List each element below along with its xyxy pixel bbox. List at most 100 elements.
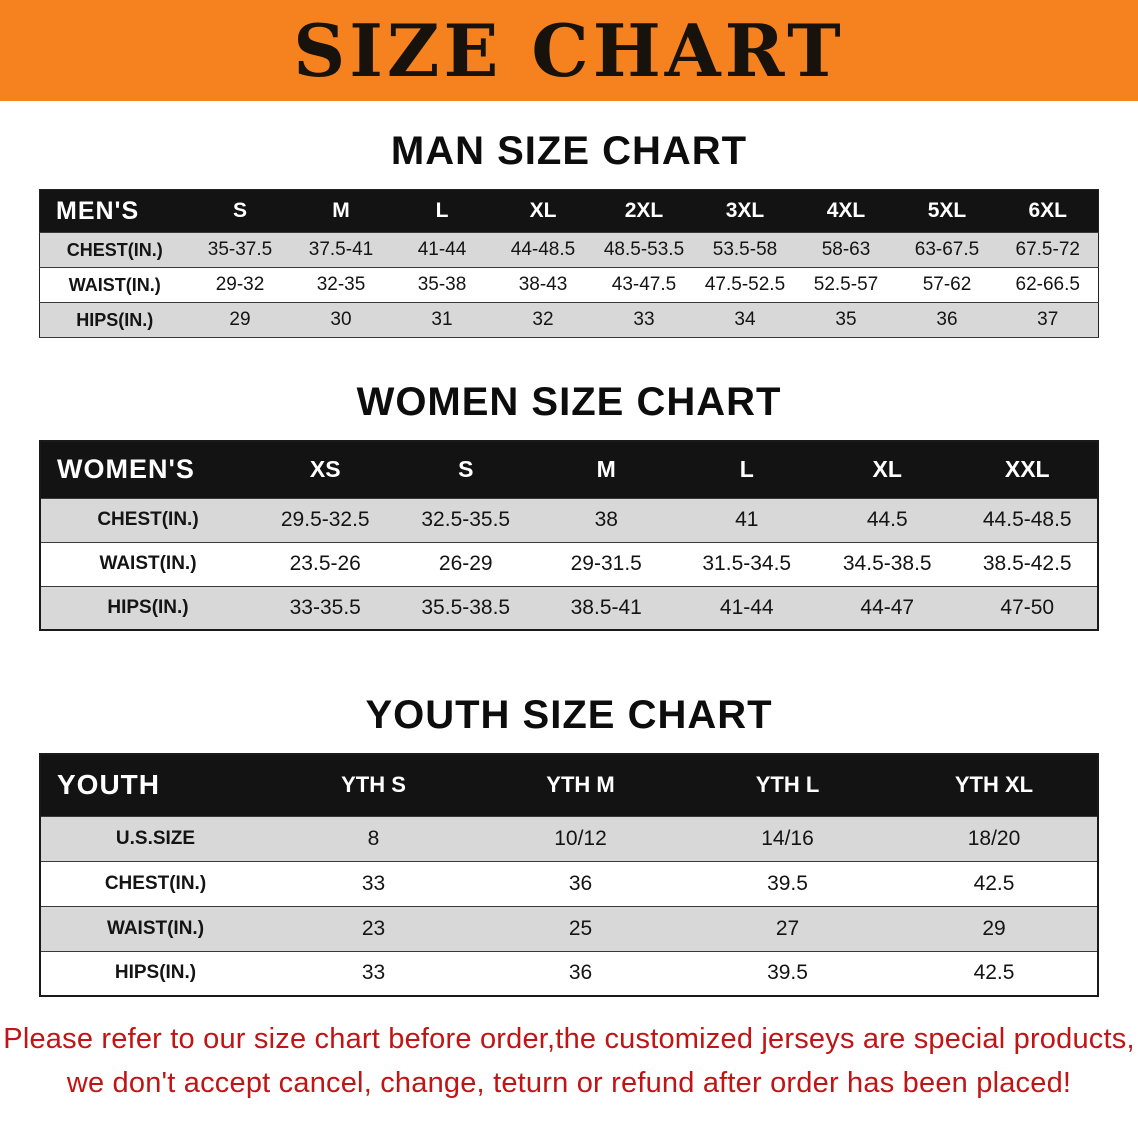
measurement-value-cell: 53.5-58 <box>694 232 796 268</box>
size-column-header: 2XL <box>593 189 695 233</box>
disclaimer-line-2: we don't accept cancel, change, teturn o… <box>66 1067 1072 1099</box>
measurement-value-cell: 38-43 <box>492 267 594 303</box>
measurement-value-cell: 58-63 <box>795 232 897 268</box>
measurement-value-cell: 43-47.5 <box>593 267 695 303</box>
measurement-value-cell: 44.5-48.5 <box>957 498 1098 542</box>
table-row: HIPS(IN.) 33-35.5 35.5-38.5 38.5-41 41-44 44-… <box>40 586 1098 630</box>
measurement-value-cell: 32-35 <box>290 267 392 303</box>
measurement-value-cell: 38.5-42.5 <box>957 542 1098 586</box>
measurement-value-cell: 14/16 <box>684 816 891 861</box>
measurement-value-cell: 31 <box>391 302 493 338</box>
measurement-value-cell: 38 <box>536 498 677 542</box>
measurement-value-cell: 35 <box>795 302 897 338</box>
size-column-header: L <box>676 441 817 498</box>
size-column-header: XXL <box>957 441 1098 498</box>
size-column-header: YTH S <box>270 754 477 816</box>
size-table: MEN'S S M L XL 2XL 3XL 4XL 5XL 6XL CHEST(IN.) 35-37… <box>39 189 1099 338</box>
women-size-chart-heading: WOMEN SIZE CHART <box>356 380 782 424</box>
table-row: CHEST(IN.) 29.5-32.5 32.5-35.5 38 41 44.5 44.5… <box>40 498 1098 542</box>
measurement-value-cell: 41-44 <box>676 586 817 630</box>
youth-size-table: YOUTH YTH S YTH M YTH L YTH XL U.S.SIZE 8 10/12… <box>39 753 1099 997</box>
women-size-chart-section: WOMEN SIZE CHART WOMEN'S XS S M L XL XXL CHEST(… <box>0 378 1138 631</box>
measurement-value-cell: 26-29 <box>395 542 536 586</box>
measurement-value-cell: 34 <box>694 302 796 338</box>
measurement-value-cell: 38.5-41 <box>536 586 677 630</box>
men-size-chart-heading: MAN SIZE CHART <box>390 129 748 173</box>
measurement-value-cell: 42.5 <box>891 861 1098 906</box>
table-group-label: YOUTH <box>40 754 270 816</box>
table-row: WAIST(IN.) 23 25 27 29 <box>40 906 1098 951</box>
measurement-value-cell: 67.5-72 <box>997 232 1099 268</box>
measurement-value-cell: 37 <box>997 302 1099 338</box>
size-column-header: XS <box>255 441 396 498</box>
youth-size-chart-section: YOUTH SIZE CHART YOUTH YTH S YTH M YTH L YTH… <box>0 691 1138 997</box>
measurement-value-cell: 33-35.5 <box>255 586 396 630</box>
measurement-value-cell: 63-67.5 <box>896 232 998 268</box>
disclaimer-line-1: Please refer to our size chart before or… <box>3 1023 1135 1055</box>
measurement-value-cell: 23.5-26 <box>255 542 396 586</box>
measurement-value-cell: 32.5-35.5 <box>395 498 536 542</box>
size-table: WOMEN'S XS S M L XL XXL CHEST(IN.) 29.5-32.5 32.5… <box>39 440 1099 631</box>
table-row: CHEST(IN.) 35-37.5 37.5-41 41-44 44-48.5 48.5… <box>39 232 1099 268</box>
size-column-header: 5XL <box>896 189 998 233</box>
measurement-value-cell: 23 <box>270 906 477 951</box>
table-header-row: MEN'S S M L XL 2XL 3XL 4XL 5XL 6XL <box>39 189 1099 233</box>
measurement-label-cell: CHEST(IN.) <box>40 498 255 542</box>
measurement-value-cell: 33 <box>270 951 477 996</box>
size-column-header: XL <box>817 441 958 498</box>
men-size-chart-section: MAN SIZE CHART MEN'S S M L XL 2XL 3XL 4XL 5XL 6XL… <box>0 127 1138 338</box>
measurement-label-cell: WAIST(IN.) <box>40 906 270 951</box>
measurement-value-cell: 44-47 <box>817 586 958 630</box>
measurement-label-cell: WAIST(IN.) <box>40 542 255 586</box>
table-group-label: MEN'S <box>39 189 190 233</box>
women-size-table: WOMEN'S XS S M L XL XXL CHEST(IN.) 29.5-32.5 32.5… <box>39 440 1099 631</box>
men-size-table: MEN'S S M L XL 2XL 3XL 4XL 5XL 6XL CHEST(IN.) 35-37… <box>39 189 1099 338</box>
measurement-value-cell: 29 <box>891 906 1098 951</box>
measurement-value-cell: 35-37.5 <box>189 232 291 268</box>
measurement-label-cell: CHEST(IN.) <box>39 232 190 268</box>
measurement-value-cell: 62-66.5 <box>997 267 1099 303</box>
measurement-label-cell: CHEST(IN.) <box>40 861 270 906</box>
measurement-value-cell: 47.5-52.5 <box>694 267 796 303</box>
measurement-value-cell: 36 <box>896 302 998 338</box>
measurement-value-cell: 29-31.5 <box>536 542 677 586</box>
measurement-value-cell: 39.5 <box>684 951 891 996</box>
measurement-value-cell: 31.5-34.5 <box>676 542 817 586</box>
size-column-header: L <box>391 189 493 233</box>
measurement-value-cell: 18/20 <box>891 816 1098 861</box>
table-group-label: WOMEN'S <box>40 441 255 498</box>
measurement-value-cell: 36 <box>477 861 684 906</box>
measurement-value-cell: 35.5-38.5 <box>395 586 536 630</box>
measurement-value-cell: 39.5 <box>684 861 891 906</box>
measurement-value-cell: 30 <box>290 302 392 338</box>
measurement-label-cell: HIPS(IN.) <box>39 302 190 338</box>
measurement-value-cell: 48.5-53.5 <box>593 232 695 268</box>
measurement-value-cell: 35-38 <box>391 267 493 303</box>
measurement-value-cell: 47-50 <box>957 586 1098 630</box>
size-column-header: S <box>189 189 291 233</box>
measurement-value-cell: 10/12 <box>477 816 684 861</box>
table-row: WAIST(IN.) 29-32 32-35 35-38 38-43 43-47.5 47.… <box>39 267 1099 303</box>
banner: SIZE CHART <box>0 0 1138 101</box>
size-column-header: XL <box>492 189 594 233</box>
measurement-value-cell: 37.5-41 <box>290 232 392 268</box>
table-header-row: YOUTH YTH S YTH M YTH L YTH XL <box>40 754 1098 816</box>
size-chart-page: SIZE CHART MAN SIZE CHART MEN'S S M L XL 2XL 3… <box>0 0 1138 1099</box>
size-column-header: YTH M <box>477 754 684 816</box>
measurement-value-cell: 41 <box>676 498 817 542</box>
measurement-value-cell: 8 <box>270 816 477 861</box>
measurement-value-cell: 34.5-38.5 <box>817 542 958 586</box>
size-column-header: YTH L <box>684 754 891 816</box>
measurement-value-cell: 44.5 <box>817 498 958 542</box>
measurement-label-cell: WAIST(IN.) <box>39 267 190 303</box>
size-column-header: 6XL <box>997 189 1099 233</box>
youth-size-chart-heading: YOUTH SIZE CHART <box>365 693 773 737</box>
measurement-label-cell: U.S.SIZE <box>40 816 270 861</box>
measurement-value-cell: 29 <box>189 302 291 338</box>
table-row: HIPS(IN.) 29 30 31 32 33 34 35 36 37 <box>39 302 1099 338</box>
page-title: SIZE CHART <box>293 7 845 93</box>
measurement-value-cell: 57-62 <box>896 267 998 303</box>
size-column-header: YTH XL <box>891 754 1098 816</box>
measurement-value-cell: 29-32 <box>189 267 291 303</box>
table-header-row: WOMEN'S XS S M L XL XXL <box>40 441 1098 498</box>
